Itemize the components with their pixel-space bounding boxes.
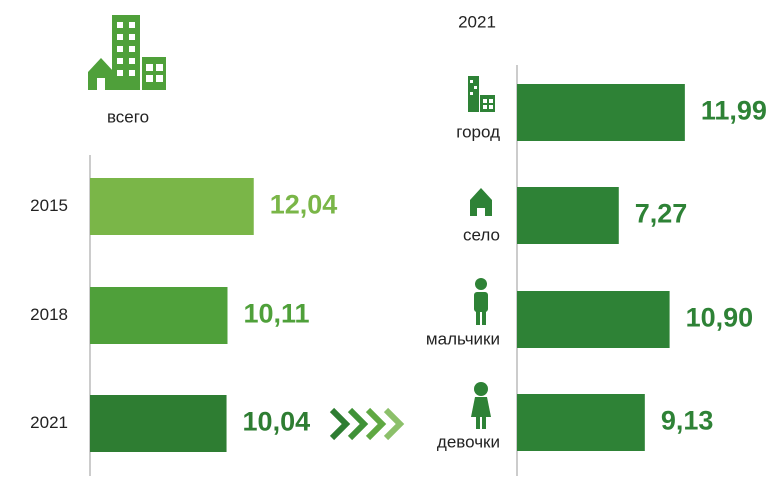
bar xyxy=(517,84,685,141)
bar xyxy=(517,187,619,244)
bar xyxy=(90,287,228,344)
category-label: 2015 xyxy=(30,196,68,215)
bar xyxy=(90,178,254,235)
boy-icon xyxy=(474,278,488,325)
city-icon xyxy=(88,15,166,90)
girl-icon xyxy=(471,382,491,429)
value-label: 10,04 xyxy=(243,407,311,437)
bar xyxy=(517,394,645,451)
value-label: 7,27 xyxy=(635,199,688,229)
house-icon xyxy=(470,188,492,216)
panel-title: всего xyxy=(107,107,149,126)
category-label: мальчики xyxy=(426,329,500,348)
arrows xyxy=(329,407,405,441)
value-label: 11,99 xyxy=(701,96,767,126)
city-icon-small xyxy=(468,76,495,112)
bar xyxy=(517,291,670,348)
value-label: 12,04 xyxy=(270,190,338,220)
panel-title: 2021 xyxy=(458,12,496,31)
bar xyxy=(90,395,227,452)
value-label: 10,90 xyxy=(686,303,754,333)
value-label: 10,11 xyxy=(243,299,309,329)
category-label: село xyxy=(463,225,500,244)
category-label: 2021 xyxy=(30,413,68,432)
value-label: 9,13 xyxy=(661,406,714,436)
category-label: девочки xyxy=(437,432,500,451)
category-label: 2018 xyxy=(30,305,68,324)
category-label: город xyxy=(456,122,500,141)
